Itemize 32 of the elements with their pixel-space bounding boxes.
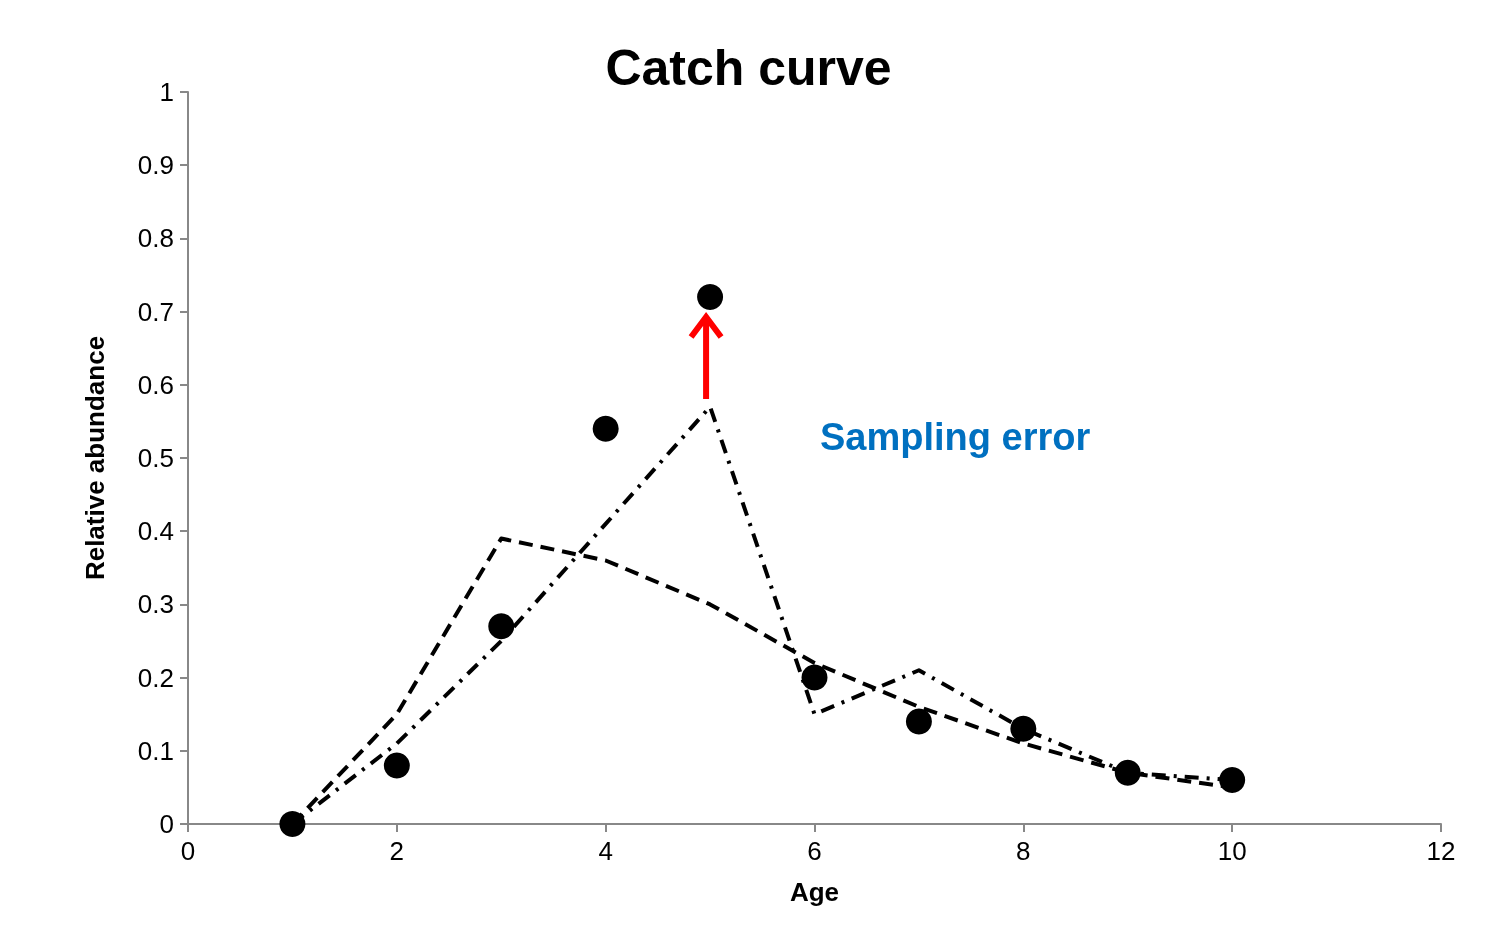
x-tick-label: 10 [1217, 836, 1247, 866]
y-tick-label: 0 [159, 809, 174, 839]
x-axis-title: Age [789, 877, 840, 907]
x-tick-label: 12 [1426, 836, 1456, 866]
y-tick-label: 0.7 [137, 296, 174, 327]
x-tick-label: 6 [807, 836, 822, 866]
point [905, 708, 932, 735]
y-tick-label: 0.5 [137, 443, 174, 473]
point [1114, 759, 1141, 786]
point [383, 752, 410, 779]
y-tick-label: 0.1 [137, 735, 174, 766]
y-tick-label: 0.4 [137, 516, 174, 547]
y-tick-label: 0.8 [137, 223, 174, 254]
point [1219, 767, 1246, 794]
x-tick-label: 2 [389, 836, 405, 866]
point [488, 613, 515, 640]
annotation: Sampling error [820, 416, 1091, 458]
x-tick-label: 4 [598, 836, 613, 866]
y-tick-label: 1 [159, 77, 174, 107]
point [801, 664, 828, 691]
point [697, 283, 724, 310]
y-tick-label: 0.6 [137, 369, 174, 400]
y-tick-label: 0.2 [137, 662, 174, 693]
point [1010, 715, 1037, 742]
x-tick-label: 0 [180, 836, 196, 866]
y-tick-label: 0.3 [137, 589, 174, 620]
point [592, 415, 619, 442]
point [279, 811, 306, 837]
chart-title: Catch curve [605, 40, 892, 96]
y-tick-label: 0.9 [137, 150, 174, 181]
y-axis-title: Relative abundance [80, 335, 110, 581]
x-tick-label: 8 [1016, 836, 1031, 866]
